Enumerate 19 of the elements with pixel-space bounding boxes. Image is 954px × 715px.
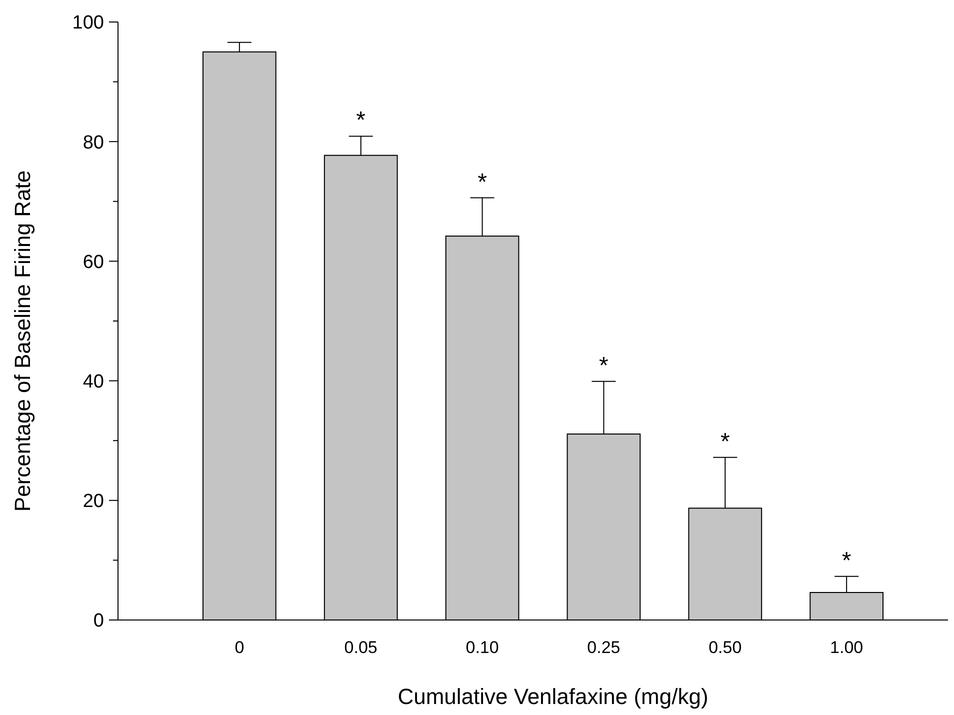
annotation: *	[356, 107, 366, 134]
annotation: *	[720, 428, 730, 456]
x-tick-label: 0	[234, 638, 244, 657]
x-tick-label: 0.25	[587, 638, 620, 657]
x-tick-label: 0.10	[466, 638, 499, 657]
y-tick-label: 20	[82, 491, 104, 512]
x-tick-label: 0.50	[708, 638, 742, 657]
y-tick-label: 0	[93, 610, 104, 632]
x-axis-title: Cumulative Venlafaxine (mg/kg)	[398, 684, 708, 709]
y-tick-label: 40	[82, 371, 104, 392]
y-tick-label: 100	[72, 12, 104, 34]
y-tick-label: 80	[82, 132, 104, 154]
annotation: *	[842, 547, 852, 574]
x-tick-label: 0.05	[344, 638, 378, 657]
x-tick-label: 1.00	[830, 638, 864, 657]
y-tick-label: 60	[82, 252, 104, 273]
annotation: *	[478, 168, 487, 196]
y-axis-title: Percentage of Baseline Firing Rate	[10, 170, 35, 512]
annotation: *	[599, 352, 608, 380]
